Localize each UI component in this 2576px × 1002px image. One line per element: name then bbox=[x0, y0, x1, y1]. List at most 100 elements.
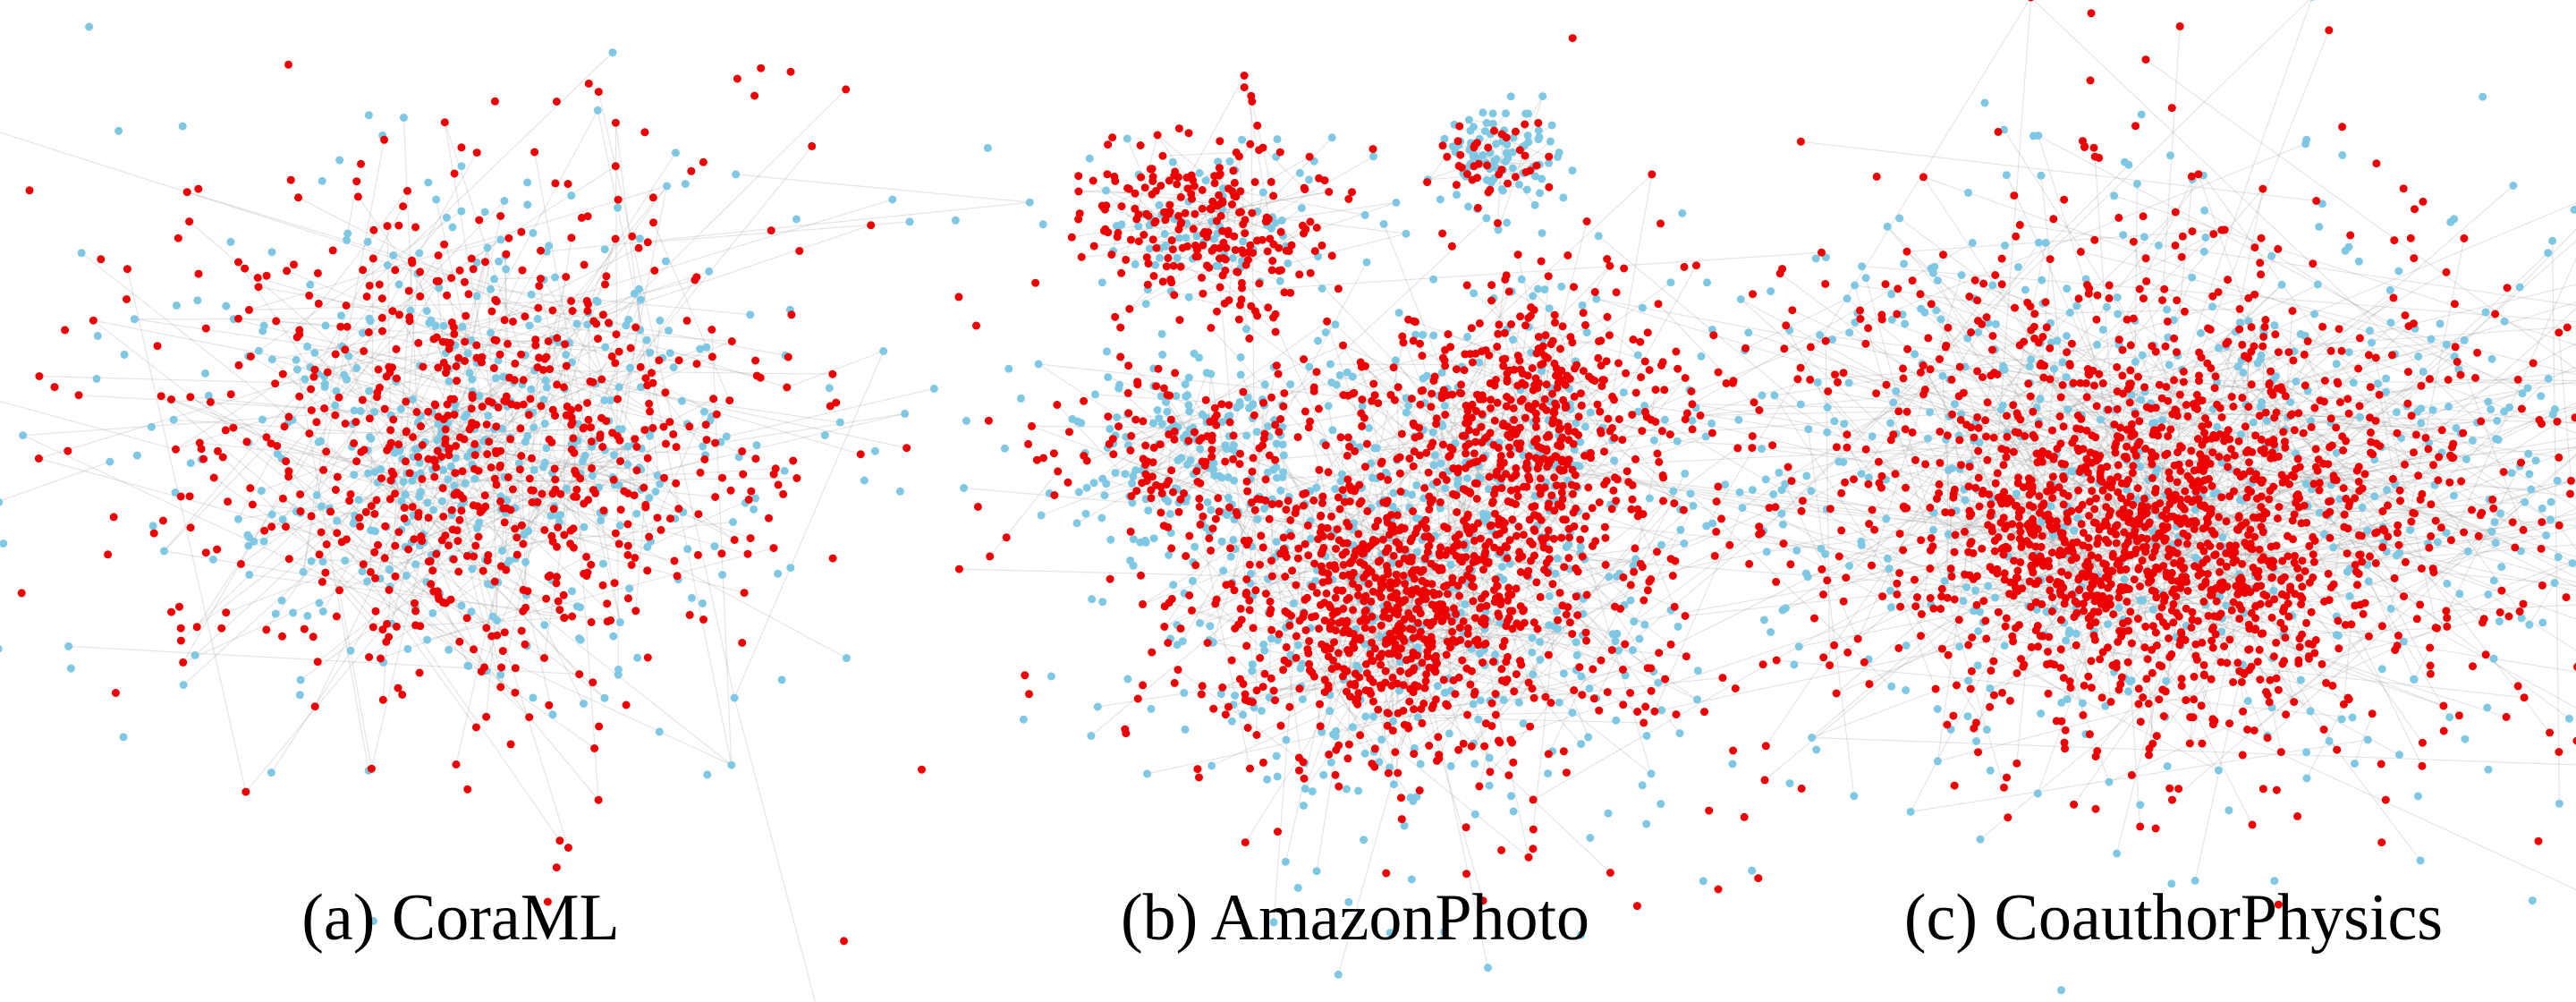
node bbox=[1131, 415, 1140, 424]
node bbox=[1318, 241, 1326, 250]
node bbox=[480, 663, 488, 672]
node bbox=[2358, 503, 2367, 512]
node bbox=[1123, 134, 1131, 143]
node bbox=[1236, 370, 1245, 379]
node bbox=[1082, 483, 1091, 492]
node bbox=[479, 566, 487, 575]
edge bbox=[733, 697, 817, 1002]
node bbox=[1117, 268, 1126, 277]
edge bbox=[1211, 506, 1776, 767]
node bbox=[1736, 295, 1745, 303]
node bbox=[696, 344, 705, 353]
node bbox=[2127, 676, 2136, 685]
node bbox=[455, 515, 464, 524]
node bbox=[1982, 726, 1991, 735]
node bbox=[2414, 792, 2422, 801]
node bbox=[580, 700, 588, 708]
edge bbox=[486, 528, 516, 629]
node bbox=[1157, 420, 1166, 429]
node bbox=[246, 352, 255, 361]
node bbox=[360, 347, 369, 355]
node bbox=[1551, 318, 1559, 327]
node bbox=[414, 338, 423, 347]
node bbox=[954, 293, 963, 301]
node bbox=[870, 446, 879, 455]
node bbox=[342, 301, 351, 310]
node bbox=[1474, 715, 1483, 724]
node bbox=[1553, 624, 1562, 633]
node bbox=[646, 348, 655, 357]
node bbox=[341, 420, 350, 428]
node bbox=[530, 148, 539, 157]
node bbox=[2102, 302, 2111, 311]
node bbox=[549, 505, 558, 514]
node bbox=[1470, 449, 1479, 458]
node bbox=[666, 514, 674, 523]
node bbox=[411, 560, 420, 569]
edge bbox=[1487, 140, 1551, 193]
edge bbox=[327, 371, 534, 429]
node bbox=[1127, 431, 1136, 440]
edge bbox=[1497, 96, 1544, 231]
edge bbox=[1923, 364, 2576, 557]
node bbox=[1738, 504, 1747, 513]
node bbox=[623, 520, 632, 529]
node bbox=[2021, 285, 2029, 294]
node bbox=[696, 468, 705, 477]
node bbox=[1699, 877, 1707, 886]
node bbox=[1544, 526, 1553, 535]
node bbox=[1775, 468, 1784, 477]
node bbox=[1957, 271, 1966, 279]
node bbox=[636, 362, 645, 371]
node bbox=[1470, 760, 1479, 768]
node bbox=[284, 472, 293, 481]
edge bbox=[282, 519, 439, 600]
node bbox=[492, 480, 501, 489]
node bbox=[1208, 246, 1216, 255]
edge bbox=[2263, 327, 2324, 450]
node bbox=[625, 584, 634, 593]
node bbox=[344, 352, 353, 361]
edge bbox=[2078, 298, 2108, 411]
node bbox=[1286, 380, 1295, 389]
node bbox=[2213, 422, 2222, 431]
node bbox=[1360, 749, 1369, 758]
node bbox=[377, 313, 386, 322]
node bbox=[1479, 509, 1487, 518]
node bbox=[1183, 391, 1191, 400]
node bbox=[1074, 215, 1083, 224]
node bbox=[665, 418, 674, 427]
node bbox=[1215, 171, 1224, 180]
node bbox=[614, 665, 623, 674]
node bbox=[1174, 234, 1183, 242]
edge bbox=[2076, 644, 2148, 660]
node bbox=[517, 350, 526, 359]
node bbox=[1932, 306, 1941, 315]
node bbox=[533, 497, 542, 506]
node bbox=[1553, 554, 1562, 563]
node bbox=[1142, 209, 1151, 218]
edge bbox=[1581, 304, 1646, 362]
node bbox=[463, 349, 472, 358]
node bbox=[1263, 775, 1272, 784]
node bbox=[428, 566, 437, 575]
node bbox=[1160, 623, 1169, 631]
node bbox=[1480, 742, 1489, 751]
node bbox=[1361, 712, 1370, 721]
node bbox=[1850, 792, 1859, 801]
edge bbox=[1109, 434, 1169, 445]
node bbox=[341, 345, 350, 354]
node bbox=[1089, 176, 1097, 185]
node bbox=[599, 506, 608, 515]
node bbox=[519, 539, 528, 548]
edge bbox=[1072, 191, 1329, 238]
node bbox=[1195, 619, 1204, 627]
node bbox=[1882, 514, 1891, 523]
node bbox=[400, 504, 409, 512]
node bbox=[551, 179, 560, 188]
node bbox=[860, 476, 869, 485]
node bbox=[515, 465, 524, 474]
node bbox=[1123, 675, 1132, 684]
node bbox=[1512, 670, 1521, 679]
node bbox=[616, 505, 625, 514]
